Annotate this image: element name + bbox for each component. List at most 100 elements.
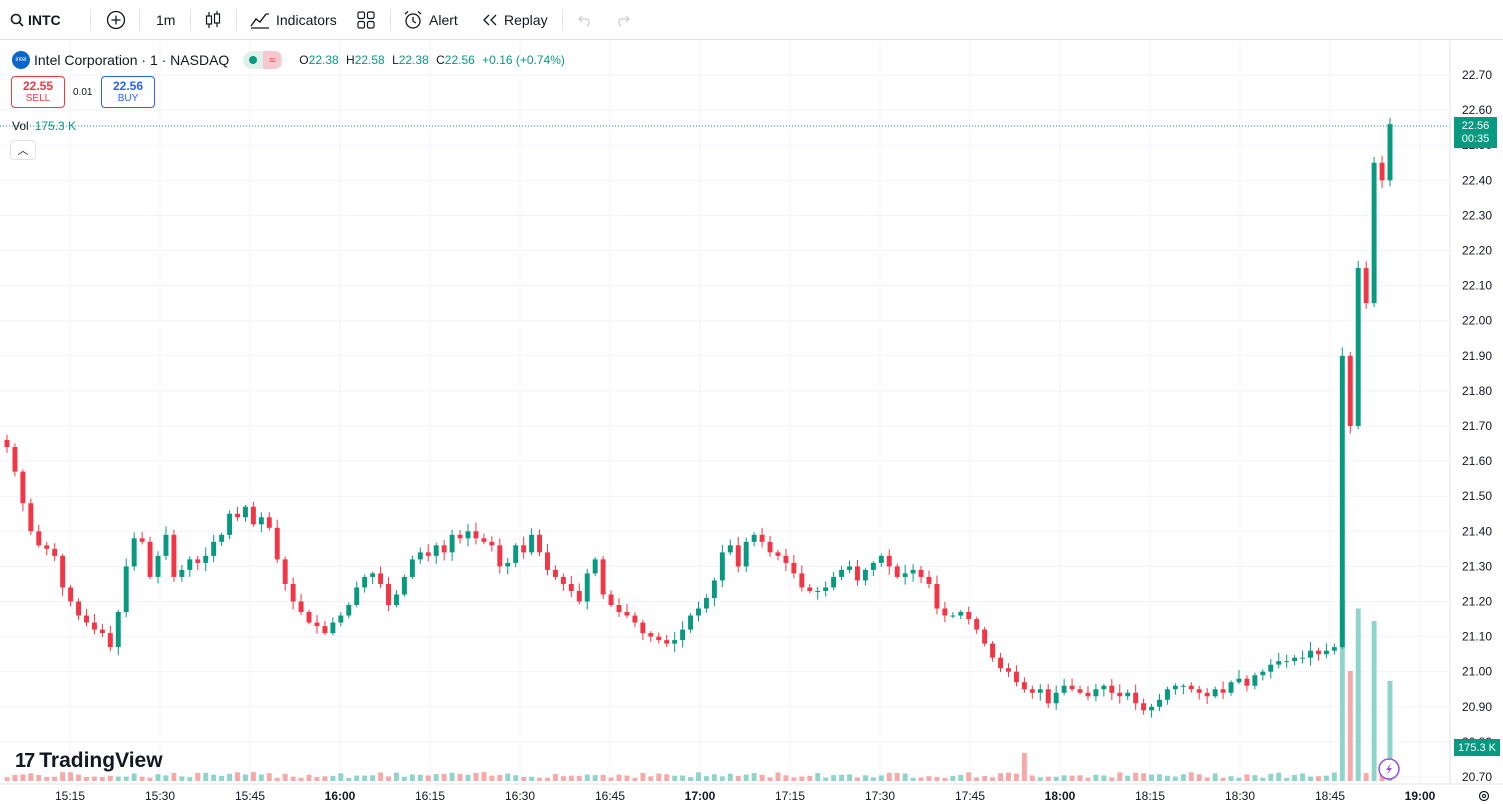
candle-body — [60, 555, 66, 588]
candle-body — [1300, 657, 1306, 659]
volume-bar — [688, 777, 694, 781]
candle-body — [449, 534, 455, 553]
volume-bar — [163, 775, 169, 781]
candle-body — [1379, 162, 1385, 181]
candle-body — [648, 633, 654, 637]
undo-button[interactable] — [577, 0, 593, 40]
candle-body — [211, 541, 217, 556]
volume-bar — [242, 774, 248, 781]
redo-button[interactable] — [615, 0, 631, 40]
time-axis[interactable]: 15:15 15:30 15:45 16:00 16:15 16:30 16:45 17:00… — [55, 789, 1436, 803]
candle-body — [258, 517, 264, 525]
candle-body — [560, 576, 566, 584]
volume-bar — [974, 777, 980, 781]
volume-bar — [99, 777, 105, 781]
volume-bar — [235, 772, 240, 781]
candle-body — [1117, 692, 1123, 697]
volume-bar — [1149, 774, 1155, 781]
volume-bar — [131, 773, 137, 781]
undo-icon — [578, 15, 590, 27]
candle-body — [894, 566, 900, 577]
price-axis[interactable]: 22.7022.6022.5022.4022.3022.2022.1022.00… — [1462, 68, 1492, 784]
candle-body — [711, 580, 717, 598]
candle-body — [115, 612, 121, 648]
candle-body — [139, 538, 145, 542]
candle-body — [767, 541, 773, 553]
candle-body — [1220, 689, 1226, 693]
candle-body — [425, 552, 431, 556]
gear-icon[interactable] — [1478, 790, 1490, 802]
volume-bar — [1268, 773, 1274, 781]
volume-bar — [624, 775, 630, 781]
collapse-legend-button[interactable]: ︿ — [10, 140, 36, 160]
volume-bar — [298, 777, 304, 781]
volume-bar — [1164, 775, 1170, 781]
volume-bar — [584, 774, 590, 781]
volume-bar — [1069, 775, 1075, 781]
alert-button[interactable]: Alert — [403, 0, 458, 40]
price-tick-label: 21.70 — [1462, 419, 1492, 433]
volume-bar — [36, 775, 42, 781]
tradingview-logo[interactable]: 17 TradingView — [15, 749, 163, 773]
volume-bar — [4, 777, 10, 781]
candle-body — [1021, 682, 1027, 690]
candle-body — [552, 569, 558, 577]
volume-bar — [1061, 775, 1067, 781]
volume-bar — [942, 777, 948, 781]
candle-body — [608, 594, 614, 606]
buy-price: 22.56 — [112, 78, 144, 93]
candle-body — [950, 615, 956, 617]
volume-bar — [481, 772, 487, 781]
volume-bar — [1204, 777, 1210, 781]
candle-body — [84, 615, 89, 623]
candle-body — [1236, 678, 1242, 683]
volume-bar — [910, 777, 916, 781]
market-status-pill[interactable]: ≈ — [243, 51, 284, 69]
volume-badge: 175.3 K — [1454, 739, 1500, 756]
candle-body — [1069, 685, 1075, 690]
interval-label: 1m — [156, 12, 176, 28]
candle-body — [4, 440, 10, 448]
candle-body — [990, 643, 996, 658]
candle-body — [242, 506, 248, 518]
candle-body — [632, 615, 638, 623]
volume-bar — [314, 777, 320, 781]
candle-body — [417, 552, 423, 560]
last-price-badge: 22.56 00:35 — [1454, 117, 1497, 148]
time-tick-label: 17:15 — [775, 789, 805, 803]
volume-bar — [52, 776, 58, 781]
buy-button[interactable]: 22.56 BUY — [101, 76, 155, 108]
candle-body — [497, 545, 503, 567]
bar-countdown: 00:35 — [1461, 132, 1490, 145]
lightning-icon[interactable] — [1378, 758, 1400, 780]
price-tick-label: 21.10 — [1462, 630, 1492, 644]
candle-body — [1045, 689, 1051, 704]
candle-body — [505, 562, 511, 567]
volume-bar — [560, 776, 566, 781]
layout-button[interactable] — [357, 0, 375, 40]
symbol-search[interactable]: INTC — [10, 0, 61, 40]
volume-bar — [68, 772, 74, 781]
candle-body — [433, 545, 439, 556]
candle-body — [370, 573, 376, 577]
volume-bar — [1371, 621, 1377, 781]
candle-body — [44, 545, 50, 549]
candle-body — [1284, 661, 1290, 663]
candle-body — [362, 576, 368, 588]
indicators-button[interactable]: Indicators — [250, 0, 337, 40]
candle-body — [187, 559, 193, 570]
candle-body — [759, 534, 765, 542]
replay-button[interactable]: Replay — [482, 0, 548, 40]
sell-button[interactable]: 22.55 SELL — [11, 76, 65, 108]
interval-button[interactable]: 1m — [156, 0, 175, 40]
symbol-title[interactable]: Intel Corporation · 1 · NASDAQ — [34, 52, 230, 68]
volume-bar — [791, 777, 797, 781]
compare-button[interactable] — [106, 0, 126, 40]
candle-body — [195, 559, 201, 563]
chart-type-button[interactable] — [204, 0, 222, 40]
price-tick-label: 22.10 — [1462, 279, 1492, 293]
volume-bar — [902, 773, 908, 781]
volume-bar — [664, 774, 670, 781]
intel-logo: intel — [12, 51, 30, 69]
